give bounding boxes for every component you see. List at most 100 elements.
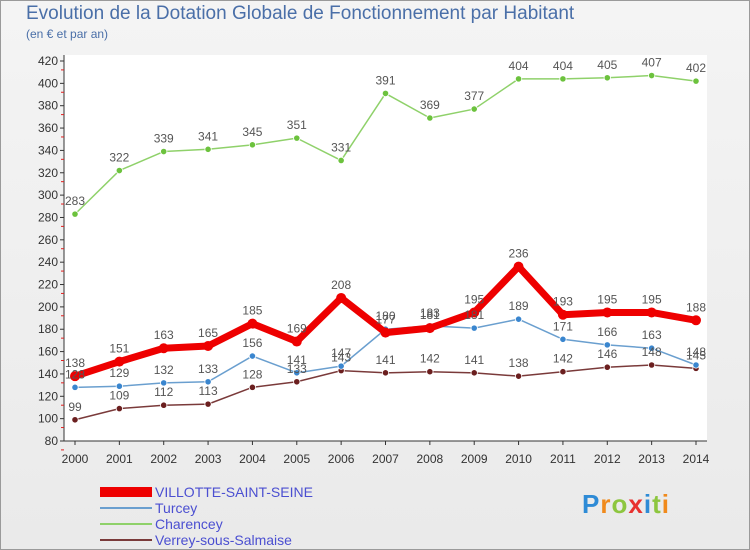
logo-letter: o bbox=[611, 489, 629, 519]
data-point-verrey-sous-salmaise bbox=[426, 368, 434, 376]
x-tick-label: 2005 bbox=[283, 452, 310, 466]
proxiti-logo: Proxiti bbox=[582, 489, 670, 520]
data-label-verrey-sous-salmaise: 138 bbox=[509, 356, 529, 370]
logo-letter: t bbox=[652, 489, 662, 519]
data-point-charencey bbox=[470, 105, 478, 113]
x-tick-label: 2008 bbox=[417, 452, 444, 466]
data-point-verrey-sous-salmaise bbox=[204, 400, 212, 408]
legend: VILLOTTE-SAINT-SEINE Turcey Charencey Verre… bbox=[100, 484, 400, 548]
data-label-turcey: 133 bbox=[198, 362, 218, 376]
data-point-charencey bbox=[603, 74, 611, 82]
data-label-verrey-sous-salmaise: 148 bbox=[642, 345, 662, 359]
y-tick-label: 200 bbox=[38, 300, 58, 314]
data-point-turcey bbox=[648, 344, 656, 352]
legend-item-charencey: Charencey bbox=[100, 516, 400, 532]
x-tick-label: 2007 bbox=[372, 452, 399, 466]
y-tick-label: 260 bbox=[38, 233, 58, 247]
data-label-villotte-saint-seine: 138 bbox=[65, 356, 85, 370]
data-label-villotte-saint-seine: 208 bbox=[331, 278, 351, 292]
data-point-villotte-saint-seine bbox=[158, 343, 169, 354]
data-point-villotte-saint-seine bbox=[691, 315, 701, 326]
data-point-charencey bbox=[204, 145, 212, 153]
y-tick-label: 140 bbox=[38, 367, 58, 381]
data-point-verrey-sous-salmaise bbox=[603, 363, 611, 371]
data-point-turcey bbox=[470, 324, 478, 332]
y-tick-label: 300 bbox=[38, 188, 58, 202]
y-tick-label: 180 bbox=[38, 322, 58, 336]
data-point-villotte-saint-seine bbox=[557, 309, 568, 320]
data-point-villotte-saint-seine bbox=[247, 318, 258, 329]
data-point-charencey bbox=[248, 141, 257, 149]
logo-letter: x bbox=[628, 489, 644, 519]
data-point-villotte-saint-seine bbox=[336, 292, 347, 303]
data-point-verrey-sous-salmaise bbox=[470, 369, 478, 377]
legend-item-turcey: Turcey bbox=[100, 500, 400, 516]
data-label-turcey: 148 bbox=[686, 345, 706, 359]
data-point-charencey bbox=[648, 71, 656, 80]
y-tick-label: 120 bbox=[38, 389, 58, 403]
data-point-charencey bbox=[115, 166, 123, 175]
data-point-verrey-sous-salmaise bbox=[514, 372, 523, 380]
data-point-charencey bbox=[160, 147, 168, 156]
data-point-turcey bbox=[204, 378, 212, 386]
data-point-verrey-sous-salmaise bbox=[293, 378, 301, 386]
data-point-villotte-saint-seine bbox=[513, 261, 524, 272]
data-label-turcey: 180 bbox=[375, 309, 395, 323]
data-label-verrey-sous-salmaise: 142 bbox=[420, 352, 440, 366]
data-point-verrey-sous-salmaise bbox=[248, 383, 257, 391]
data-label-villotte-saint-seine: 181 bbox=[420, 308, 440, 322]
data-label-turcey: 163 bbox=[642, 328, 662, 342]
data-point-turcey bbox=[603, 341, 611, 349]
data-label-verrey-sous-salmaise: 142 bbox=[553, 352, 573, 366]
data-point-villotte-saint-seine bbox=[380, 327, 391, 338]
y-tick-label: 420 bbox=[38, 54, 58, 68]
data-label-villotte-saint-seine: 195 bbox=[464, 292, 484, 306]
data-label-charencey: 404 bbox=[509, 59, 529, 73]
y-tick-label: 360 bbox=[38, 121, 58, 135]
data-point-verrey-sous-salmaise bbox=[115, 404, 123, 413]
data-label-charencey: 322 bbox=[109, 151, 129, 165]
data-label-villotte-saint-seine: 151 bbox=[109, 342, 129, 356]
data-point-turcey bbox=[71, 383, 79, 391]
logo-letter: P bbox=[582, 489, 601, 519]
data-label-turcey: 189 bbox=[509, 299, 529, 313]
data-label-verrey-sous-salmaise: 113 bbox=[199, 384, 218, 398]
data-label-charencey: 369 bbox=[420, 98, 440, 112]
data-point-verrey-sous-salmaise bbox=[559, 368, 567, 376]
y-tick-label: 240 bbox=[38, 255, 58, 269]
x-tick-label: 2002 bbox=[150, 452, 177, 466]
legend-swatch bbox=[100, 523, 152, 525]
data-point-villotte-saint-seine bbox=[646, 307, 657, 318]
data-label-villotte-saint-seine: 236 bbox=[509, 247, 529, 261]
data-label-verrey-sous-salmaise: 145 bbox=[686, 348, 706, 362]
data-point-villotte-saint-seine bbox=[469, 307, 480, 318]
y-tick-label: 100 bbox=[38, 412, 58, 426]
y-tick-label: 80 bbox=[45, 434, 59, 448]
legend-item-verrey-sous-salmaise: Verrey-sous-Salmaise bbox=[100, 532, 400, 548]
x-tick-label: 2001 bbox=[106, 452, 133, 466]
data-label-charencey: 331 bbox=[331, 140, 351, 154]
chart-title: Evolution de la Dotation Globale de Fonc… bbox=[26, 3, 575, 24]
x-tick-label: 2003 bbox=[195, 452, 222, 466]
data-point-charencey bbox=[381, 89, 390, 98]
x-tick-label: 2013 bbox=[638, 452, 665, 466]
data-label-turcey: 129 bbox=[109, 366, 129, 380]
data-point-villotte-saint-seine bbox=[203, 341, 214, 351]
data-label-verrey-sous-salmaise: 146 bbox=[597, 347, 617, 361]
data-label-villotte-saint-seine: 165 bbox=[198, 326, 218, 340]
data-label-villotte-saint-seine: 193 bbox=[553, 295, 573, 309]
data-point-turcey bbox=[160, 379, 168, 387]
data-label-verrey-sous-salmaise: 128 bbox=[242, 367, 262, 381]
data-label-verrey-sous-salmaise: 133 bbox=[287, 362, 307, 376]
data-label-charencey: 351 bbox=[287, 118, 307, 132]
y-tick-label: 220 bbox=[38, 278, 58, 292]
data-label-charencey: 402 bbox=[686, 61, 706, 75]
data-point-verrey-sous-salmaise bbox=[71, 416, 79, 424]
chart-subtitle: (en € et par an) bbox=[26, 27, 109, 41]
data-point-verrey-sous-salmaise bbox=[381, 369, 390, 377]
data-point-turcey bbox=[293, 369, 301, 377]
data-label-charencey: 377 bbox=[464, 89, 484, 103]
y-tick-label: 400 bbox=[38, 76, 58, 90]
x-tick-label: 2014 bbox=[683, 452, 710, 466]
data-label-villotte-saint-seine: 177 bbox=[375, 313, 395, 327]
